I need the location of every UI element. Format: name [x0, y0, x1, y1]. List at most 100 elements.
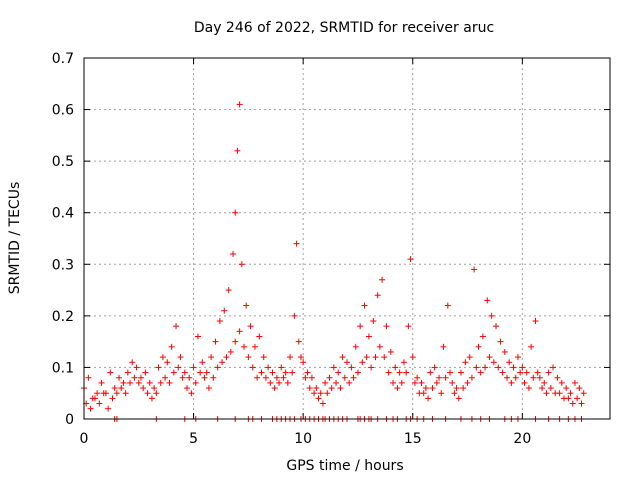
- data-point: [420, 390, 427, 397]
- data-point: [532, 318, 539, 325]
- chart-title: Day 246 of 2022, SRMTID for receiver aru…: [194, 20, 494, 36]
- data-point: [122, 390, 129, 397]
- data-points: [81, 101, 587, 422]
- data-point: [405, 323, 412, 330]
- x-axis: 0 5 10 15 20: [80, 58, 531, 447]
- data-point: [258, 369, 265, 376]
- data-point: [580, 390, 587, 397]
- data-point: [337, 385, 344, 392]
- data-point: [503, 374, 510, 381]
- data-point: [510, 364, 517, 371]
- data-point: [254, 374, 261, 381]
- data-point: [558, 379, 565, 386]
- data-point: [328, 385, 335, 392]
- data-point: [508, 379, 515, 386]
- data-point: [517, 369, 524, 376]
- data-point: [330, 364, 337, 371]
- data-point: [308, 374, 315, 381]
- data-point: [550, 364, 557, 371]
- data-point: [212, 338, 219, 345]
- data-point: [210, 374, 217, 381]
- data-point: [157, 379, 164, 386]
- data-point: [287, 354, 294, 361]
- data-point: [179, 374, 186, 381]
- data-point: [315, 395, 322, 402]
- data-point: [109, 395, 116, 402]
- data-point: [379, 276, 386, 283]
- data-point: [447, 369, 454, 376]
- data-point: [348, 364, 355, 371]
- data-point: [184, 385, 191, 392]
- data-point: [297, 354, 304, 361]
- data-point: [208, 354, 215, 361]
- data-point: [333, 379, 340, 386]
- data-point: [499, 369, 506, 376]
- data-point: [269, 369, 276, 376]
- data-point: [341, 374, 348, 381]
- data-point: [409, 354, 416, 361]
- data-point: [335, 369, 342, 376]
- data-point: [177, 354, 184, 361]
- data-point: [96, 400, 103, 407]
- data-point: [484, 297, 491, 304]
- data-point: [151, 385, 158, 392]
- data-point: [365, 333, 372, 340]
- data-point: [473, 364, 480, 371]
- data-point: [453, 385, 460, 392]
- data-point: [427, 369, 434, 376]
- data-point: [284, 379, 291, 386]
- data-point: [400, 359, 407, 366]
- x-tick-label: 10: [294, 431, 312, 447]
- data-point: [148, 395, 155, 402]
- data-point: [545, 369, 552, 376]
- data-point: [392, 364, 399, 371]
- data-point: [295, 338, 302, 345]
- data-point: [188, 390, 195, 397]
- y-tick-label: 0.4: [52, 206, 74, 222]
- data-point: [219, 359, 226, 366]
- data-point: [262, 374, 269, 381]
- data-point: [313, 385, 320, 392]
- data-point: [490, 359, 497, 366]
- data-point: [304, 369, 311, 376]
- data-point: [113, 390, 120, 397]
- data-point: [142, 369, 149, 376]
- data-point: [530, 374, 537, 381]
- data-point: [87, 405, 94, 412]
- data-point: [565, 395, 572, 402]
- data-point: [352, 343, 359, 350]
- data-point: [282, 369, 289, 376]
- data-point: [383, 323, 390, 330]
- data-point: [223, 354, 230, 361]
- data-point: [107, 369, 114, 376]
- data-point: [221, 307, 228, 314]
- data-point: [569, 400, 576, 407]
- grid-lines: [84, 58, 610, 419]
- x-tick-label: 20: [513, 431, 531, 447]
- data-point: [436, 374, 443, 381]
- y-tick-label: 0.6: [52, 103, 74, 119]
- data-point: [497, 338, 504, 345]
- data-point: [394, 385, 401, 392]
- data-point: [433, 379, 440, 386]
- data-point: [344, 359, 350, 366]
- data-point: [280, 374, 287, 381]
- data-point: [227, 348, 234, 355]
- data-point: [197, 369, 204, 376]
- data-point: [471, 266, 478, 273]
- data-point: [94, 390, 101, 397]
- data-point: [477, 369, 484, 376]
- y-tick-label: 0.2: [52, 309, 74, 325]
- data-point: [124, 369, 131, 376]
- data-point: [194, 333, 201, 340]
- data-point: [155, 364, 162, 371]
- data-point: [311, 390, 318, 397]
- data-point: [127, 379, 134, 386]
- data-point: [146, 379, 153, 386]
- data-point: [346, 379, 353, 386]
- data-point: [357, 323, 364, 330]
- data-point: [444, 302, 451, 309]
- data-point: [306, 385, 313, 392]
- data-point: [578, 400, 585, 407]
- data-point: [238, 261, 245, 268]
